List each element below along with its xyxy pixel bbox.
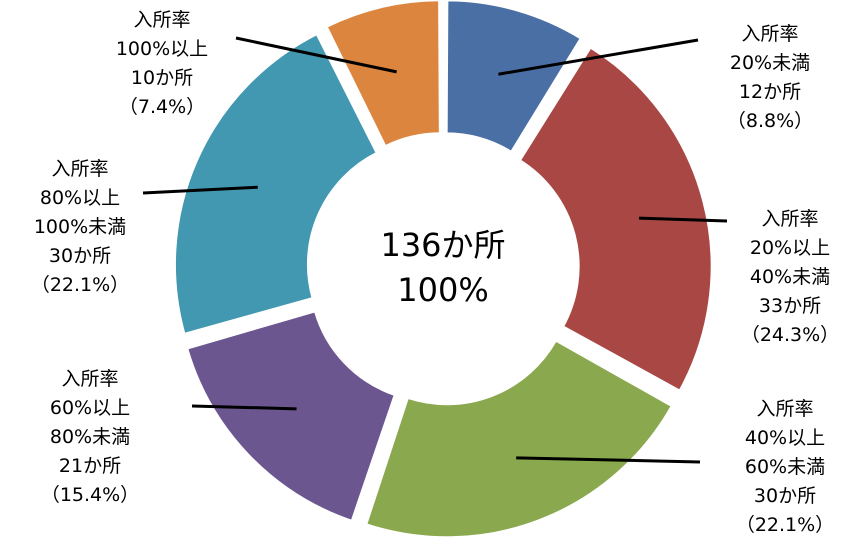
slice-label-2-line-5: （24.3%） bbox=[741, 324, 839, 346]
donut-slice-6 bbox=[325, 0, 441, 148]
slice-label-1-line-4: （8.8%） bbox=[727, 110, 813, 132]
slice-label-4-line-3: 80%未満 bbox=[50, 426, 130, 448]
slice-label-6: 入所率 100%以上 10か所 （7.4%） bbox=[116, 9, 208, 118]
leader-line-5 bbox=[142, 185, 258, 195]
slice-label-5-line-1: 入所率 bbox=[51, 158, 108, 180]
donut-slice-3 bbox=[365, 339, 674, 539]
leader-line-1 bbox=[498, 38, 699, 76]
slice-label-5-line-4: 30か所 bbox=[49, 245, 111, 267]
slice-label-4-line-4: 21か所 bbox=[59, 455, 121, 477]
slice-label-3-line-3: 60%未満 bbox=[745, 456, 825, 478]
slice-label-5-line-3: 100%未満 bbox=[34, 216, 126, 238]
center-total-percent: 100% bbox=[397, 271, 488, 309]
slice-label-1-line-3: 12か所 bbox=[739, 81, 801, 103]
leader-lines-layer bbox=[142, 36, 728, 464]
slice-label-3: 入所率 40%以上 60%未満 30か所 （22.1%） bbox=[736, 398, 834, 536]
donut-slice-2 bbox=[518, 46, 713, 392]
slice-label-5: 入所率 80%以上 100%未満 30か所 （22.1%） bbox=[31, 158, 129, 296]
slice-label-3-line-2: 40%以上 bbox=[745, 427, 825, 449]
slice-label-4-line-5: （15.4%） bbox=[41, 484, 139, 506]
slice-label-4: 入所率 60%以上 80%未満 21か所 （15.4%） bbox=[41, 368, 139, 506]
slice-label-6-line-3: 10か所 bbox=[131, 67, 193, 89]
slice-label-6-line-4: （7.4%） bbox=[119, 96, 205, 118]
slice-label-4-line-2: 60%以上 bbox=[50, 397, 130, 419]
slice-label-1-line-2: 20%未満 bbox=[730, 52, 810, 74]
donut-slice-1 bbox=[445, 0, 583, 154]
donut-slice-5 bbox=[173, 32, 378, 336]
center-total-count: 136か所 bbox=[380, 226, 505, 264]
slice-label-5-line-2: 80%以上 bbox=[40, 187, 120, 209]
slice-label-1: 入所率 20%未満 12か所 （8.8%） bbox=[727, 23, 813, 132]
donut-slice-4 bbox=[186, 310, 396, 523]
slices-layer bbox=[173, 0, 713, 539]
slice-label-1-line-1: 入所率 bbox=[741, 23, 798, 45]
center-label: 136か所 100% bbox=[380, 226, 505, 309]
slice-label-3-line-4: 30か所 bbox=[754, 485, 816, 507]
leader-line-2 bbox=[638, 216, 728, 223]
slice-labels-layer: 入所率 20%未満 12か所 （8.8%） 入所率 20%以上 40%未満 33か所 （24.3… bbox=[31, 9, 839, 536]
leader-line-4 bbox=[191, 404, 297, 411]
leader-line-6 bbox=[235, 36, 397, 74]
slice-label-2-line-2: 20%以上 bbox=[750, 237, 830, 259]
slice-label-6-line-2: 100%以上 bbox=[116, 38, 208, 60]
slice-label-2-line-3: 40%未満 bbox=[750, 266, 830, 288]
leader-line-3 bbox=[516, 456, 701, 464]
slice-label-3-line-1: 入所率 bbox=[756, 398, 813, 420]
slice-label-5-line-5: （22.1%） bbox=[31, 274, 129, 296]
slice-label-2-line-4: 33か所 bbox=[759, 295, 821, 317]
slice-label-3-line-5: （22.1%） bbox=[736, 514, 834, 536]
slice-label-2: 入所率 20%以上 40%未満 33か所 （24.3%） bbox=[741, 208, 839, 346]
slice-label-6-line-1: 入所率 bbox=[133, 9, 190, 31]
slice-label-4-line-1: 入所率 bbox=[61, 368, 118, 390]
slice-label-2-line-1: 入所率 bbox=[761, 208, 818, 230]
